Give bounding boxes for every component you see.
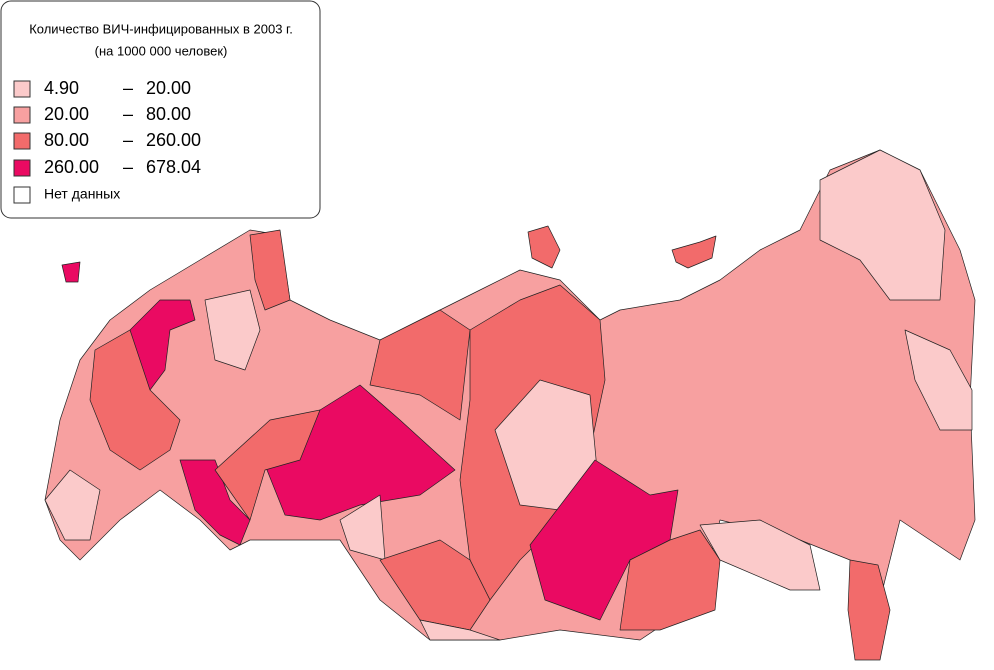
region <box>179 459 251 546</box>
legend: Количество ВИЧ-инфицированных в 2003 г. … <box>0 0 321 219</box>
legend-separator: – <box>123 104 133 124</box>
region <box>249 229 291 311</box>
legend-separator: – <box>123 157 133 177</box>
region <box>671 235 717 269</box>
region <box>44 469 101 541</box>
map <box>44 149 976 661</box>
region <box>904 329 973 431</box>
legend-title: Количество ВИЧ-инфицированных в 2003 г. <box>29 21 293 36</box>
legend-swatch <box>13 186 31 204</box>
region <box>419 619 501 641</box>
legend-to: 20.00 <box>146 78 191 98</box>
region <box>89 329 181 471</box>
region <box>619 529 721 631</box>
legend-from: 260.00 <box>44 157 99 177</box>
region <box>204 289 261 371</box>
legend-separator: – <box>123 78 133 98</box>
legend-swatch <box>13 106 31 124</box>
region <box>819 149 946 301</box>
legend-label: Нет данных <box>44 186 120 202</box>
legend-separator: – <box>123 130 133 150</box>
legend-to: 678.04 <box>146 157 201 177</box>
region <box>699 519 821 591</box>
legend-swatch <box>13 159 31 177</box>
region <box>847 559 891 661</box>
legend-to: 260.00 <box>146 130 201 150</box>
legend-box <box>0 0 321 219</box>
legend-from: 80.00 <box>44 130 89 150</box>
legend-from: 4.90 <box>44 78 79 98</box>
legend-swatch <box>13 132 31 150</box>
legend-items: 4.90–20.0020.00–80.0080.00–260.00260.00–… <box>13 78 201 204</box>
region <box>369 309 471 421</box>
legend-from: 20.00 <box>44 104 89 124</box>
region <box>61 261 81 283</box>
legend-swatch <box>13 80 31 98</box>
legend-to: 80.00 <box>146 104 191 124</box>
region <box>214 409 321 521</box>
legend-subtitle: (на 1000 000 человек) <box>95 43 228 58</box>
region <box>527 225 561 269</box>
